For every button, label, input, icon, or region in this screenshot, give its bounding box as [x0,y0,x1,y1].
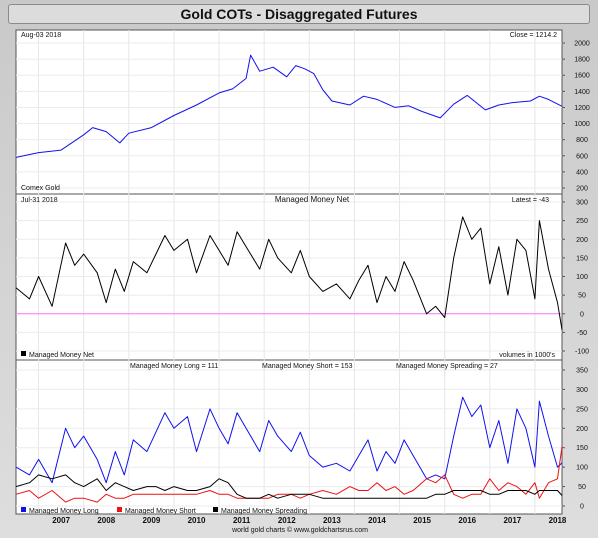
x-tick-2011: 2011 [233,516,251,525]
chart-title: Gold COTs - Disaggregated Futures [8,4,590,24]
y-tick-managed-money-positions-250: 250 [576,406,588,413]
long-header-label: Managed Money Long = 111 [130,363,218,370]
long-legend-swatch [21,507,26,512]
y-tick-managed-money-positions-0: 0 [580,504,584,511]
y-tick-managed-money-positions-100: 100 [576,465,588,472]
net-legend-label: Managed Money Net [29,352,94,359]
y-tick-managed-money-net-150: 150 [576,255,588,262]
y-tick-managed-money-positions-50: 50 [578,484,586,491]
net-date-label: Jul-31 2018 [21,197,58,204]
y-tick-managed-money-net-300: 300 [576,200,588,207]
footer-credit: world gold charts © www.goldchartsrus.co… [231,526,368,534]
positions-legend: Managed Money Long Managed Money Short M… [21,507,307,515]
gold-price-line [15,54,563,158]
x-axis-labels: 2007 2008 2009 2010 2011 2012 2013 2014 2015 2016… [52,516,567,525]
gridlines [16,30,565,514]
net-legend-swatch [21,351,26,356]
y-tick-price-1400: 1400 [574,89,590,96]
y-tick-price-800: 800 [576,137,588,144]
x-tick-2007: 2007 [52,516,70,525]
spreading-header-label: Managed Money Spreading = 27 [396,363,498,370]
y-tick-managed-money-net-0: 0 [580,311,584,318]
series-line-spreading [15,474,563,499]
y-tick-managed-money-positions-150: 150 [576,445,588,452]
y-tick-managed-money-positions-350: 350 [576,368,588,375]
x-tick-2009: 2009 [142,516,160,525]
y-tick-price-400: 400 [576,169,588,176]
x-tick-2012: 2012 [278,516,296,525]
y-axis-labels: 200400600800100012001400160018002000-100… [574,41,590,511]
long-legend-label: Managed Money Long [29,508,99,515]
plot-background [15,29,563,515]
y-tick-managed-money-net--100: -100 [575,349,589,356]
y-tick-price-600: 600 [576,153,588,160]
spreading-legend-label: Managed Money Spreading [221,508,307,515]
y-tick-price-2000: 2000 [574,41,590,48]
x-tick-2008: 2008 [97,516,115,525]
x-tick-2016: 2016 [458,516,476,525]
series-line-short [15,446,563,503]
series-layer [15,54,563,503]
y-tick-price-1800: 1800 [574,57,590,64]
y-tick-price-200: 200 [576,186,588,193]
y-tick-price-1200: 1200 [574,105,590,112]
short-header-label: Managed Money Short = 153 [262,363,353,370]
price-source-label: Comex Gold [21,185,60,192]
short-legend-label: Managed Money Short [125,508,196,515]
managed-money-net-line [15,216,563,330]
y-tick-managed-money-positions-200: 200 [576,426,588,433]
y-tick-managed-money-net-250: 250 [576,218,588,225]
x-tick-2013: 2013 [323,516,341,525]
units-note: volumes in 1000's [499,352,555,359]
y-tick-managed-money-positions-300: 300 [576,387,588,394]
y-tick-managed-money-net--50: -50 [577,330,587,337]
price-date-label: Aug-03 2018 [21,32,61,39]
spreading-legend-swatch [213,507,218,512]
y-tick-managed-money-net-100: 100 [576,274,588,281]
series-line-long [15,396,563,484]
x-tick-2017: 2017 [503,516,521,525]
y-tick-managed-money-net-200: 200 [576,237,588,244]
x-tick-2010: 2010 [188,516,206,525]
x-tick-2015: 2015 [413,516,431,525]
short-legend-swatch [117,507,122,512]
x-tick-2014: 2014 [368,516,386,525]
net-panel-title: Managed Money Net [275,195,350,204]
x-tick-2018: 2018 [549,516,567,525]
y-tick-price-1600: 1600 [574,73,590,80]
net-latest-readout: Latest = -43 [512,197,549,204]
price-close-readout: Close = 1214.2 [510,32,557,39]
y-tick-price-1000: 1000 [574,121,590,128]
y-tick-managed-money-net-50: 50 [578,293,586,300]
